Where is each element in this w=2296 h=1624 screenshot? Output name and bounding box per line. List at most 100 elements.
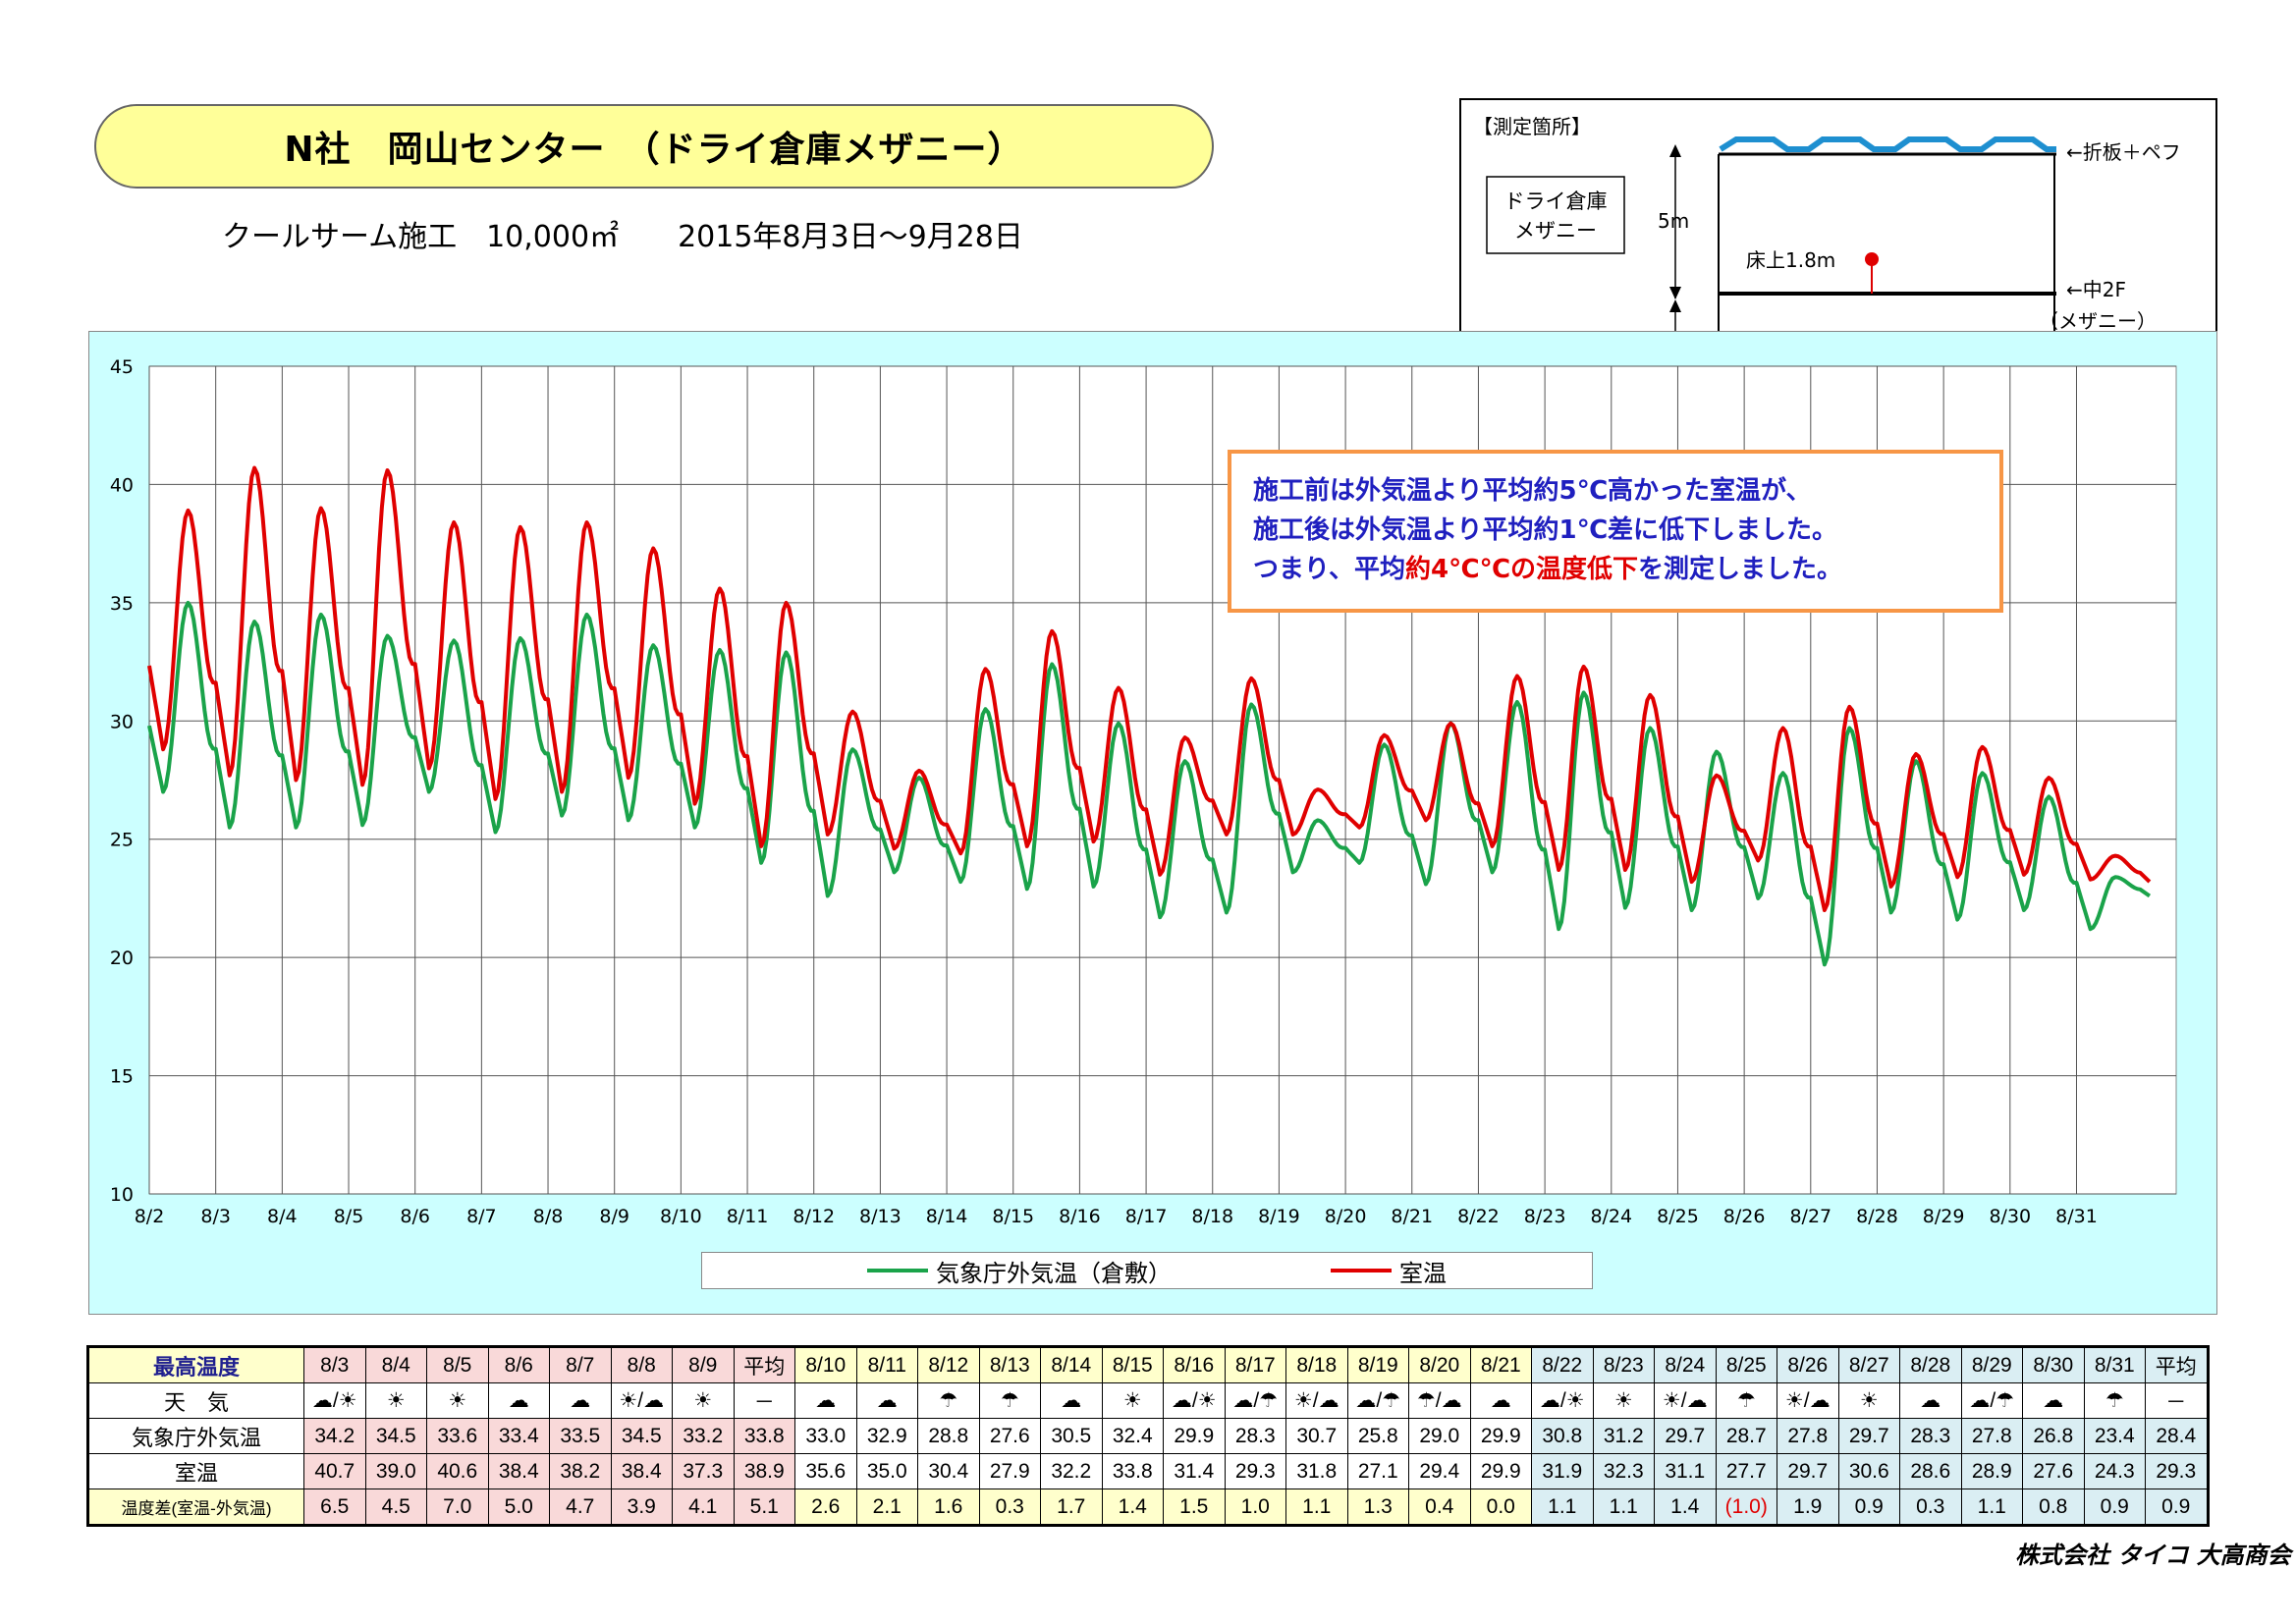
table-cell-outside: 28.7	[1715, 1418, 1777, 1454]
y-tick-label: 40	[110, 474, 134, 496]
table-cell-room: 27.6	[2022, 1453, 2085, 1489]
table-cell-outside: 28.3	[1899, 1418, 1962, 1454]
table-cell-weather: ☁/☀	[1163, 1382, 1226, 1419]
table-room-label: 室温	[86, 1453, 304, 1489]
table-cell-weather: ☁	[794, 1382, 857, 1419]
callout-line-2: 施工後は外気温より平均約1℃差に低下しました。	[1253, 515, 1838, 545]
table-cell-outside: 34.5	[364, 1418, 427, 1454]
table-cell-outside: 29.9	[1469, 1418, 1532, 1454]
table-cell-diff: 1.1	[1592, 1489, 1655, 1527]
table-cell-diff: 1.5	[1163, 1489, 1226, 1527]
table-cell-diff: 1.1	[1960, 1489, 2023, 1527]
x-tick-label: 8/25	[1657, 1206, 1699, 1227]
table-cell-room: 38.9	[733, 1453, 795, 1489]
table-row-room: 室温 40.7 39.0 40.6 38.4 38.2 38.4 37.3 38.9 35.6 3…	[86, 1453, 2210, 1489]
x-tick-label: 8/16	[1059, 1206, 1101, 1227]
x-tick-label: 8/8	[533, 1206, 564, 1227]
table-cell-weather: ☂	[917, 1382, 980, 1419]
table-cell-outside: 32.4	[1101, 1418, 1164, 1454]
x-tick-label: 8/4	[267, 1206, 298, 1227]
table-cell-room: 27.1	[1346, 1453, 1409, 1489]
height-arrow-upper-head1	[1669, 144, 1681, 157]
table-cell-room: 32.3	[1592, 1453, 1655, 1489]
table-cell-diff: 4.1	[672, 1489, 735, 1527]
table-col-header: 平均	[2145, 1345, 2210, 1383]
table-cell-diff: 0.9	[2145, 1489, 2210, 1527]
legend-swatch-room	[1331, 1269, 1392, 1272]
chart-legend: 気象庁外気温（倉敷） 室温	[701, 1252, 1593, 1289]
x-tick-label: 8/14	[926, 1206, 968, 1227]
table-row-outside: 気象庁外気温 34.2 34.5 33.6 33.4 33.5 34.5 33.2 33.8 3…	[86, 1418, 2210, 1454]
table-cell-diff: 1.4	[1101, 1489, 1164, 1527]
table-cell-outside: 26.8	[2022, 1418, 2085, 1454]
table-cell-room: 31.8	[1285, 1453, 1348, 1489]
diagram-box-label-1: ドライ倉庫	[1504, 189, 1608, 213]
series-lines	[147, 465, 2152, 967]
y-tick-label: 25	[110, 830, 134, 851]
table-cell-diff: 5.0	[487, 1489, 550, 1527]
table-cell-outside: 23.4	[2083, 1418, 2146, 1454]
x-tick-label: 8/7	[466, 1206, 497, 1227]
table-weather-label: 天 気	[86, 1382, 304, 1419]
table-cell-diff: 0.0	[1469, 1489, 1532, 1527]
table-cell-weather: ☁	[487, 1382, 550, 1419]
table-col-header: 8/8	[610, 1345, 673, 1383]
table-cell-room: 35.0	[855, 1453, 918, 1489]
table-cell-diff: 1.1	[1531, 1489, 1594, 1527]
table-col-header: 8/14	[1040, 1345, 1103, 1383]
table-col-header: 8/26	[1777, 1345, 1839, 1383]
table-col-header: 8/5	[426, 1345, 489, 1383]
x-tick-label: 8/15	[992, 1206, 1034, 1227]
table-col-header: 8/20	[1408, 1345, 1471, 1383]
table-cell-room: 27.9	[978, 1453, 1041, 1489]
table-cell-outside: 33.0	[794, 1418, 857, 1454]
table-cell-diff: 1.9	[1777, 1489, 1839, 1527]
legend-item-outside: 気象庁外気温（倉敷）	[867, 1253, 1172, 1288]
table-cell-room: 40.6	[426, 1453, 489, 1489]
legend-item-room: 室温	[1331, 1253, 1447, 1288]
floor-label-2: （メザニー）	[2039, 309, 2157, 333]
table-row-weather: 天 気 ☁/☀ ☀ ☀ ☁ ☁ ☀/☁ ☀ － ☁ ☁ ☂ ☂ ☁ ☀ ☁/☀ ☁/☂ ☀/☁ ☁/☂ ☂/☁ ☁ ☁/…	[86, 1382, 2210, 1419]
legend-label-outside: 気象庁外気温（倉敷）	[936, 1259, 1172, 1287]
x-tick-label: 8/12	[793, 1206, 835, 1227]
table-col-header: 8/10	[794, 1345, 857, 1383]
callout-line-1: 施工前は外気温より平均約5℃高かった室温が、	[1253, 476, 1812, 506]
x-tick-label: 8/21	[1391, 1206, 1433, 1227]
table-cell-diff: 1.1	[1285, 1489, 1348, 1527]
table-col-header: 8/27	[1837, 1345, 1900, 1383]
table-cell-outside: 28.8	[917, 1418, 980, 1454]
table-outside-label: 気象庁外気温	[86, 1418, 304, 1454]
y-tick-label: 45	[110, 356, 134, 378]
series-line-outside	[147, 600, 2152, 967]
y-tick-label: 10	[110, 1184, 134, 1206]
table-cell-outside: 28.3	[1224, 1418, 1286, 1454]
table-cell-weather: ☁	[1040, 1382, 1103, 1419]
temperature-table: 最高温度 8/3 8/4 8/5 8/6 8/7 8/8 8/9 平均 8/10 8/11 8/12…	[86, 1345, 2210, 1527]
table-cell-outside: 33.6	[426, 1418, 489, 1454]
table-cell-outside: 32.9	[855, 1418, 918, 1454]
table-cell-weather: ☁/☂	[1346, 1382, 1409, 1419]
table-cell-weather: ☂	[1715, 1382, 1777, 1419]
table-col-header: 8/17	[1224, 1345, 1286, 1383]
legend-label-room: 室温	[1399, 1259, 1447, 1287]
table-cell-weather: ☀	[1592, 1382, 1655, 1419]
table-header-label: 最高温度	[86, 1345, 304, 1383]
table-cell-diff: 1.0	[1224, 1489, 1286, 1527]
x-tick-label: 8/31	[2055, 1206, 2098, 1227]
x-tick-label: 8/20	[1325, 1206, 1367, 1227]
table-col-header: 8/21	[1469, 1345, 1532, 1383]
table-cell-diff: 1.6	[917, 1489, 980, 1527]
table-header-row: 最高温度 8/3 8/4 8/5 8/6 8/7 8/8 8/9 平均 8/10 8/11 8/12…	[86, 1345, 2210, 1383]
table-cell-weather: ☁/☀	[303, 1382, 366, 1419]
table-cell-outside: 30.5	[1040, 1418, 1103, 1454]
diagram-box	[1486, 176, 1625, 254]
table-cell-weather: ☁	[549, 1382, 612, 1419]
x-tick-label: 8/11	[727, 1206, 769, 1227]
table-cell-room: 31.1	[1654, 1453, 1717, 1489]
company-logo: 株式会社 タイコ 大高商会	[2015, 1541, 2291, 1569]
table-cell-room: 31.4	[1163, 1453, 1226, 1489]
table-cell-weather: －	[733, 1382, 795, 1419]
table-col-header: 8/22	[1531, 1345, 1594, 1383]
table-cell-outside: 27.8	[1960, 1418, 2023, 1454]
table-cell-outside: 33.8	[733, 1418, 795, 1454]
